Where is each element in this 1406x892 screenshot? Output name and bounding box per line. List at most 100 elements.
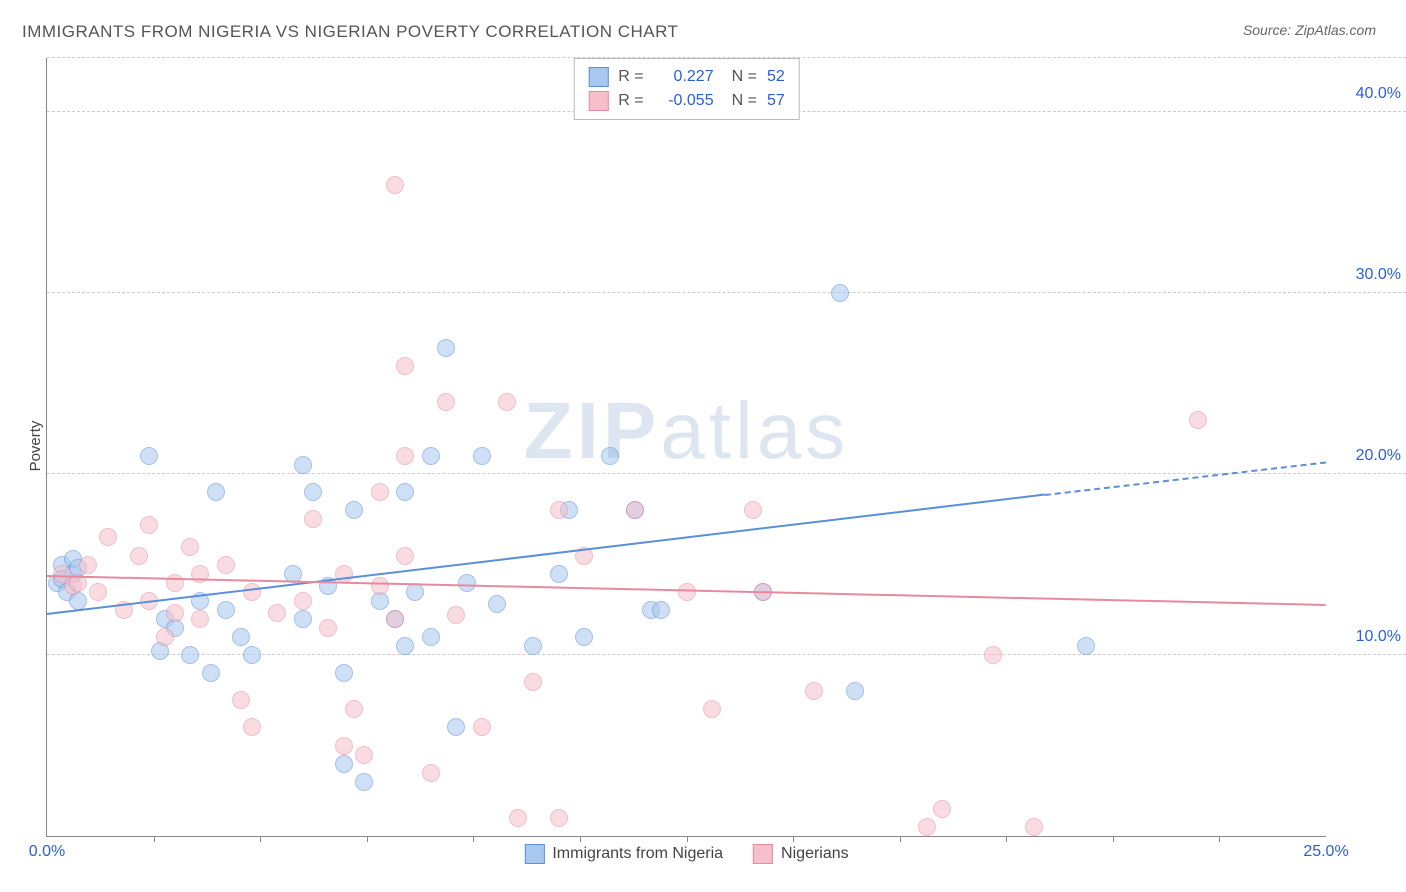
scatter-point [473,447,491,465]
x-tick-mark [154,836,155,842]
scatter-point [550,565,568,583]
scatter-point [918,818,936,836]
scatter-point [130,547,148,565]
scatter-point [243,583,261,601]
x-tick-mark [1219,836,1220,842]
scatter-point [933,800,951,818]
scatter-point [140,447,158,465]
scatter-point [805,682,823,700]
y-tick-label: 10.0% [1356,628,1401,646]
scatter-point [294,456,312,474]
scatter-point [166,574,184,592]
scatter-point [422,628,440,646]
scatter-point [550,809,568,827]
scatter-point [181,538,199,556]
scatter-point [304,483,322,501]
r-label: R = [618,68,643,86]
x-tick-label: 0.0% [29,843,65,861]
scatter-point [335,664,353,682]
scatter-point [703,700,721,718]
x-tick-mark [1113,836,1114,842]
chart-title: IMMIGRANTS FROM NIGERIA VS NIGERIAN POVE… [22,22,678,42]
scatter-point [191,610,209,628]
n-value-2: 57 [767,92,785,110]
x-tick-mark [580,836,581,842]
y-tick-label: 30.0% [1356,266,1401,284]
scatter-point [524,673,542,691]
scatter-point [207,483,225,501]
scatter-point [396,357,414,375]
scatter-point [371,483,389,501]
legend-row-series-1: R = 0.227 N = 52 [588,65,784,89]
n-label: N = [732,68,757,86]
source-attribution: Source: ZipAtlas.com [1243,22,1376,38]
legend-item-1: Immigrants from Nigeria [524,844,723,864]
gridline [47,473,1406,474]
legend-item-2: Nigerians [753,844,849,864]
swatch-series-1 [588,67,608,87]
scatter-point [371,577,389,595]
correlation-legend: R = 0.227 N = 52 R = -0.055 N = 57 [573,58,799,120]
trend-line [47,494,1045,615]
scatter-point [437,393,455,411]
scatter-point [294,610,312,628]
trend-line [1044,461,1326,496]
scatter-point [386,176,404,194]
x-tick-mark [260,836,261,842]
scatter-point [396,483,414,501]
scatter-point [243,646,261,664]
scatter-point [345,501,363,519]
y-tick-label: 20.0% [1356,447,1401,465]
scatter-point [831,284,849,302]
swatch-series-1 [524,844,544,864]
scatter-point [447,718,465,736]
x-tick-mark [367,836,368,842]
scatter-point [217,601,235,619]
y-axis-label: Poverty [27,421,44,472]
series-1-name: Immigrants from Nigeria [552,845,723,863]
r-label: R = [618,92,643,110]
scatter-point [473,718,491,736]
scatter-point [355,746,373,764]
x-tick-label: 25.0% [1303,843,1348,861]
scatter-point [181,646,199,664]
scatter-point [166,604,184,622]
y-tick-label: 40.0% [1356,85,1401,103]
scatter-point [652,601,670,619]
scatter-point [1025,818,1043,836]
scatter-point [355,773,373,791]
scatter-point [458,574,476,592]
scatter-point [509,809,527,827]
x-tick-mark [1006,836,1007,842]
scatter-point [202,664,220,682]
scatter-point [422,764,440,782]
scatter-point [243,718,261,736]
scatter-point [79,556,97,574]
scatter-point [335,737,353,755]
x-tick-mark [793,836,794,842]
scatter-point [626,501,644,519]
scatter-point [396,547,414,565]
scatter-point [319,619,337,637]
scatter-point [744,501,762,519]
scatter-point [846,682,864,700]
r-value-2: -0.055 [654,92,714,110]
scatter-point [217,556,235,574]
scatter-point [984,646,1002,664]
scatter-point [550,501,568,519]
scatter-point [140,516,158,534]
x-tick-mark [687,836,688,842]
scatter-point [304,510,322,528]
n-label: N = [732,92,757,110]
r-value-1: 0.227 [654,68,714,86]
chart-plot-area: ZIPatlas R = 0.227 N = 52 R = -0.055 N =… [46,58,1326,837]
scatter-point [437,339,455,357]
watermark: ZIPatlas [524,385,849,477]
scatter-point [422,447,440,465]
scatter-point [524,637,542,655]
scatter-point [396,447,414,465]
series-legend: Immigrants from Nigeria Nigerians [524,844,848,864]
swatch-series-2 [588,91,608,111]
scatter-point [335,755,353,773]
scatter-point [575,628,593,646]
